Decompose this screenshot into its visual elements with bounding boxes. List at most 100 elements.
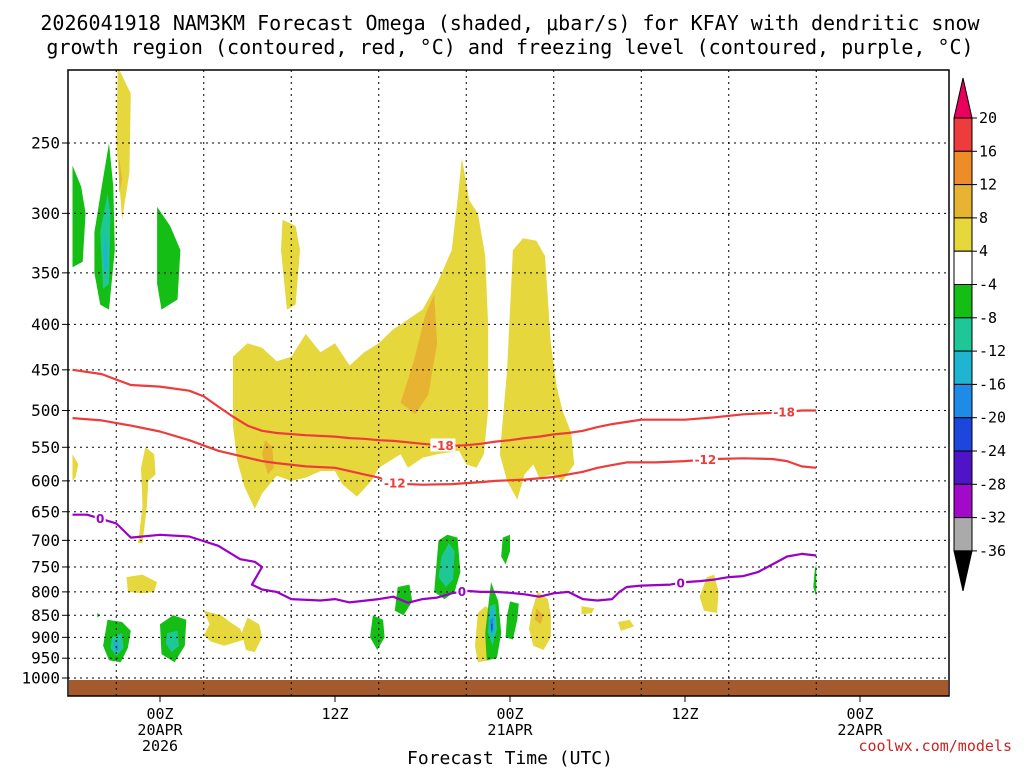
freezing-level [72, 513, 817, 604]
grid-lines [68, 70, 949, 696]
x-tick-label-36-1: 12Z [671, 705, 698, 723]
x-axis-title: Forecast Time (UTC) [407, 748, 613, 768]
omega-region-1-2 [534, 608, 544, 625]
y-tick-label-1000: 1000 [21, 669, 60, 688]
omega-region-2-10 [370, 615, 385, 650]
colorbar-label-3: 8 [979, 209, 988, 227]
colorbar-label-0: 20 [979, 109, 997, 127]
isotherm-minus-12-label-1: -12 [695, 453, 717, 467]
colorbar-box-1 [953, 117, 973, 152]
y-tick-label-950: 950 [31, 649, 60, 668]
colorbar-label-4: 4 [979, 242, 988, 260]
colorbar-box-8 [953, 350, 973, 385]
plot-area: -18 -18 -12 -12 0 0 0 [67, 69, 950, 697]
omega-region-1-3 [119, 158, 123, 194]
y-tick-label-700: 700 [31, 531, 60, 550]
x-tick-label-24-1: 00Z [496, 705, 523, 723]
isotherm-minus-18-label-bg-0 [430, 438, 456, 452]
colorbar-label-7: -12 [979, 342, 1006, 360]
omega-region-3-1 [438, 543, 455, 587]
x-tick-label-0-2: 20APR [137, 721, 183, 739]
omega-region-0-13 [699, 574, 719, 613]
colorbar-label-10: -24 [979, 442, 1006, 460]
colorbar-label-1: 16 [979, 142, 997, 160]
y-tick-label-300: 300 [31, 204, 60, 223]
y-tick-label-550: 550 [31, 438, 60, 457]
omega-region-0-6 [126, 574, 158, 594]
credit-text: coolwx.com/models [858, 737, 1012, 755]
omega-region-6-0 [491, 623, 493, 631]
freezing-level-label-bg-2 [675, 575, 687, 589]
y-tick-label-600: 600 [31, 471, 60, 490]
colorbar-box-7 [953, 317, 973, 352]
colorbar-label-12: -32 [979, 509, 1006, 527]
y-tick-label-500: 500 [31, 401, 60, 420]
omega-region-4-0 [103, 232, 108, 273]
y-tick-label-750: 750 [31, 557, 60, 576]
y-tick-label-350: 350 [31, 263, 60, 282]
y-tick-label-900: 900 [31, 628, 60, 647]
isotherm-minus-18-label-bg-1 [771, 405, 797, 419]
isotherm-minus-18-label-1: -18 [773, 406, 795, 420]
colorbar-box-5 [953, 250, 973, 285]
x-tick-label-48-1: 00Z [846, 705, 873, 723]
omega-region-1-1 [262, 440, 274, 475]
x-tick-label-12-1: 12Z [321, 705, 348, 723]
isotherm-minus-12-label-bg-0 [382, 475, 408, 489]
colorbar-box-4 [953, 217, 973, 252]
freezing-level-label-bg-0 [94, 511, 106, 525]
omega-region-0-5 [138, 447, 156, 544]
y-axis: 250 300 350 400 450 500 550 600 650 700 750 800 850 9… [21, 134, 68, 688]
colorbar-label-11: -28 [979, 475, 1006, 493]
colorbar-box-3 [953, 184, 973, 219]
omega-region-0-8 [241, 617, 263, 653]
chart-title-line1: 2026041918 NAM3KM Forecast Omega (shaded… [40, 11, 980, 35]
omega-region-1-0 [400, 294, 438, 415]
isotherm-minus-18 [72, 368, 817, 447]
colorbar-label-2: 12 [979, 176, 997, 194]
freezing-level-label-0: 0 [96, 512, 104, 526]
colorbar-box-12 [953, 483, 973, 519]
x-tick-label-0-3: 2026 [142, 737, 178, 755]
x-tick-label-48-2: 22APR [837, 721, 883, 739]
omega-region-3-4 [165, 630, 179, 653]
colorbar-top-arrow [953, 77, 973, 119]
colorbar-label-6: -8 [979, 309, 997, 327]
colorbar-label-9: -20 [979, 409, 1006, 427]
colorbar-box-13 [953, 517, 973, 552]
omega-region-2-4 [501, 534, 510, 565]
y-tick-label-400: 400 [31, 315, 60, 334]
x-tick-label-24-2: 21APR [487, 721, 533, 739]
y-tick-label-250: 250 [31, 134, 60, 153]
y-tick-label-450: 450 [31, 360, 60, 379]
colorbar-label-13: -36 [979, 542, 1006, 560]
omega-region-0-11 [617, 619, 634, 631]
omega-region-2-0 [72, 165, 86, 268]
freezing-level-label-2: 0 [676, 576, 684, 590]
x-tick-label-0-1: 00Z [146, 705, 173, 723]
colorbar-box-9 [953, 383, 973, 419]
freezing-level-label-1: 0 [458, 585, 466, 599]
y-tick-label-650: 650 [31, 502, 60, 521]
omega-shading-layer [72, 70, 817, 663]
isotherm-minus-18-label-0: -18 [432, 439, 454, 453]
colorbar-box-6 [953, 284, 973, 319]
contour-lines: -18 -18 -12 -12 0 0 0 [72, 368, 817, 604]
omega-region-0-2 [232, 158, 489, 509]
plot-frame [67, 69, 950, 697]
y-tick-label-850: 850 [31, 606, 60, 625]
colorbar-box-11 [953, 450, 973, 485]
colorbar-box-2 [953, 150, 973, 186]
omega-region-2-2 [157, 206, 181, 310]
omega-region-0-4 [72, 454, 79, 481]
isotherm-minus-12-label-bg-1 [692, 452, 718, 466]
colorbar-box-10 [953, 417, 973, 452]
omega-region-2-12 [813, 564, 817, 597]
colorbar-label-8: -16 [979, 375, 1006, 393]
y-tick-label-800: 800 [31, 582, 60, 601]
omega-region-0-1 [281, 219, 300, 310]
omega-region-0-12 [581, 606, 595, 615]
omega-region-2-7 [505, 601, 519, 640]
